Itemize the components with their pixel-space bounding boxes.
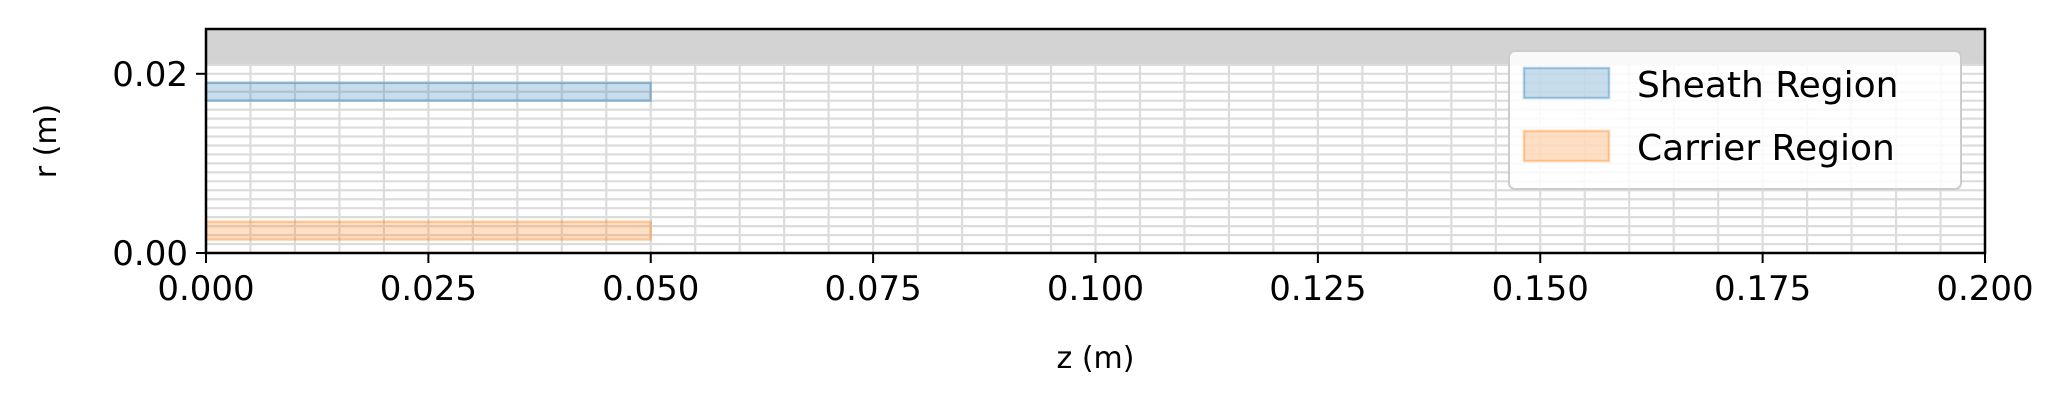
x-tick-label: 0.000 bbox=[157, 269, 254, 309]
region-bands bbox=[204, 81, 652, 241]
x-tick-label: 0.150 bbox=[1492, 269, 1589, 309]
y-axis-label: r (m) bbox=[29, 104, 64, 179]
x-tick-label: 0.175 bbox=[1714, 269, 1811, 309]
y-tick-label: 0.02 bbox=[112, 55, 188, 95]
x-tick-label: 0.200 bbox=[1936, 269, 2033, 309]
legend: Sheath Region Carrier Region bbox=[1508, 50, 1962, 190]
x-tick-label: 0.125 bbox=[1269, 269, 1366, 309]
legend-label: Sheath Region bbox=[1637, 65, 1899, 106]
legend-box bbox=[1508, 50, 1962, 190]
x-axis-label: z (m) bbox=[1057, 341, 1135, 376]
y-axis-ticks: 0.00 0.02 bbox=[112, 55, 206, 274]
x-axis-ticks: 0.000 0.025 0.050 0.075 0.100 0.125 0.150 0.175… bbox=[157, 253, 2034, 309]
x-tick-label: 0.025 bbox=[380, 269, 477, 309]
x-tick-label: 0.100 bbox=[1047, 269, 1144, 309]
x-tick-label: 0.050 bbox=[602, 269, 699, 309]
legend-swatch bbox=[1522, 129, 1611, 163]
legend-label: Carrier Region bbox=[1637, 128, 1895, 169]
legend-swatch bbox=[1522, 66, 1611, 100]
y-tick-label: 0.00 bbox=[112, 234, 188, 274]
x-tick-label: 0.075 bbox=[824, 269, 921, 309]
region-sheath bbox=[204, 81, 652, 102]
region-carrier bbox=[204, 220, 652, 241]
